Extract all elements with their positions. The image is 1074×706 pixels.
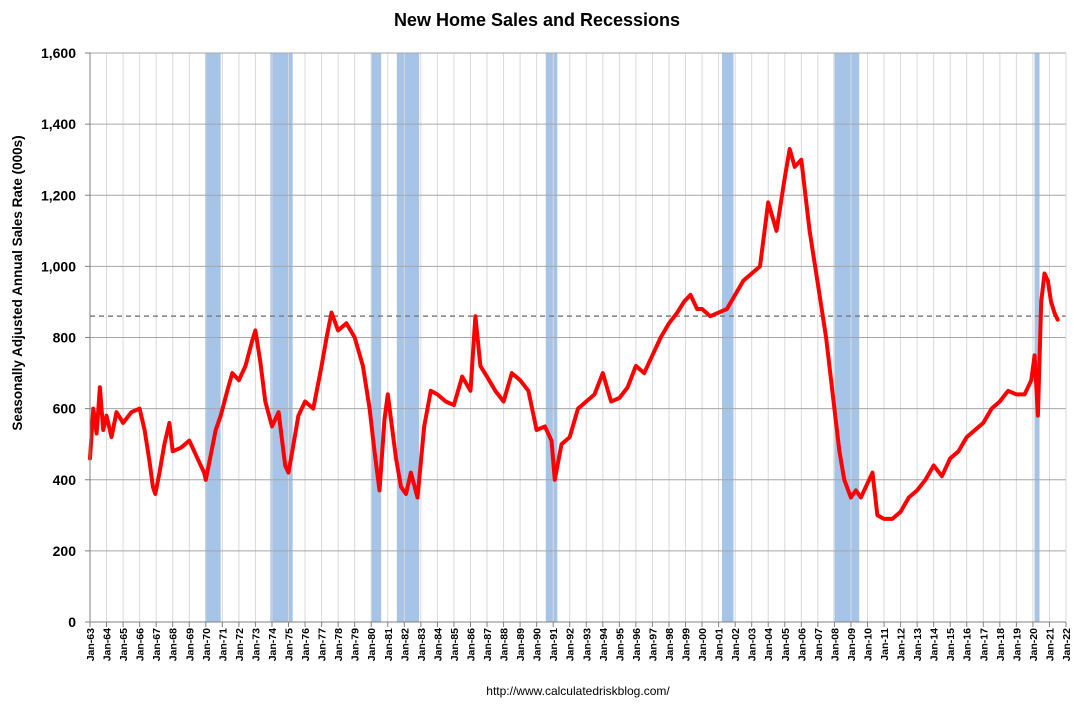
x-tick-label: Jan-63 [85, 628, 97, 661]
x-tick-label: Jan-77 [317, 628, 329, 661]
x-tick-label: Jan-01 [714, 628, 726, 661]
x-tick-label: Jan-83 [416, 628, 428, 661]
x-tick-label: Jan-15 [945, 628, 957, 661]
x-tick-label: Jan-76 [300, 628, 312, 661]
x-tick-label: Jan-66 [135, 628, 147, 661]
y-tick-label: 400 [53, 472, 77, 488]
x-tick-label: Jan-05 [780, 628, 792, 661]
x-tick-label: Jan-94 [598, 628, 610, 661]
x-tick-label: Jan-18 [995, 628, 1007, 661]
x-tick-label: Jan-67 [151, 628, 163, 661]
x-tick-label: Jan-99 [681, 628, 693, 661]
y-tick-label: 600 [53, 401, 77, 417]
gridlines [89, 52, 1067, 623]
y-tick-label: 1,200 [41, 187, 76, 203]
x-tick-label: Jan-17 [978, 628, 990, 661]
y-tick-label: 800 [53, 330, 77, 346]
x-tick-labels: Jan-63 Jan-64 Jan-65 Jan-66 Jan-67 Jan-68 Jan-… [85, 622, 1073, 661]
x-tick-label: Jan-89 [515, 628, 527, 661]
x-tick-label: Jan-71 [217, 628, 229, 661]
x-tick-label: Jan-70 [201, 628, 213, 661]
x-tick-label: Jan-14 [929, 628, 941, 661]
x-tick-label: Jan-68 [168, 628, 180, 661]
x-tick-label: Jan-07 [813, 628, 825, 661]
x-tick-label: Jan-06 [796, 628, 808, 661]
y-tick-label: 0 [68, 614, 76, 630]
x-tick-label: Jan-08 [829, 628, 841, 661]
x-tick-label: Jan-03 [747, 628, 759, 661]
x-tick-label: Jan-22 [1061, 628, 1073, 661]
y-tick-label: 1,600 [41, 45, 76, 61]
x-tick-label: Jan-10 [862, 628, 874, 661]
x-tick-label: Jan-86 [465, 628, 477, 661]
x-tick-label: Jan-95 [614, 628, 626, 661]
x-tick-label: Jan-91 [548, 628, 560, 661]
x-tick-label: Jan-88 [499, 628, 511, 661]
x-tick-label: Jan-20 [1028, 628, 1040, 661]
y-axis-label: Seasonally Adjusted Annual Sales Rate (0… [10, 135, 25, 430]
x-tick-label: Jan-74 [267, 628, 279, 661]
x-tick-label: Jan-85 [449, 628, 461, 661]
x-tick-label: Jan-79 [350, 628, 362, 661]
x-tick-label: Jan-21 [1044, 628, 1056, 661]
x-tick-label: Jan-92 [565, 628, 577, 661]
x-tick-label: Jan-02 [730, 628, 742, 661]
x-tick-label: Jan-09 [846, 628, 858, 661]
x-tick-label: Jan-00 [697, 628, 709, 661]
x-tick-label: Jan-73 [250, 628, 262, 661]
x-tick-label: Jan-19 [1011, 628, 1023, 661]
y-tick-label: 200 [53, 543, 77, 559]
x-tick-label: Jan-80 [366, 628, 378, 661]
x-tick-label: Jan-13 [912, 628, 924, 661]
x-tick-label: Jan-12 [896, 628, 908, 661]
x-tick-label: Jan-64 [102, 628, 114, 661]
series-line-0 [88, 147, 1060, 521]
x-tick-label: Jan-98 [664, 628, 676, 661]
x-tick-label: Jan-65 [118, 628, 130, 661]
x-tick-label: Jan-11 [879, 628, 891, 661]
x-tick-label: Jan-81 [383, 628, 395, 661]
y-tick-label: 1,000 [41, 258, 76, 274]
x-tick-label: Jan-16 [962, 628, 974, 661]
x-tick-label: Jan-69 [184, 628, 196, 661]
x-tick-label: Jan-75 [284, 628, 296, 661]
x-tick-label: Jan-78 [333, 628, 345, 661]
x-tick-label: Jan-84 [432, 628, 444, 661]
x-tick-label: Jan-87 [482, 628, 494, 661]
x-tick-label: Jan-90 [532, 628, 544, 661]
chart-title: New Home Sales and Recessions [394, 10, 680, 30]
series-layer [88, 147, 1060, 521]
x-tick-label: Jan-96 [631, 628, 643, 661]
source-url: http://www.calculatedriskblog.com/ [486, 684, 670, 698]
x-tick-label: Jan-97 [647, 628, 659, 661]
x-tick-label: Jan-04 [763, 628, 775, 661]
x-tick-label: Jan-93 [581, 628, 593, 661]
x-tick-label: Jan-72 [234, 628, 246, 661]
x-tick-label: Jan-82 [399, 628, 411, 661]
y-tick-label: 1,400 [41, 116, 76, 132]
y-tick-labels: 0 200 400 600 800 1,000 1,200 1,400 1,600 [41, 45, 90, 630]
